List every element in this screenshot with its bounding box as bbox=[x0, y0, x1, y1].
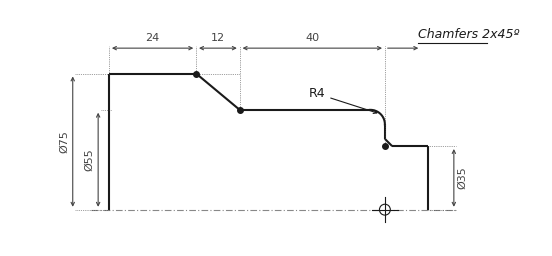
Text: 40: 40 bbox=[305, 33, 320, 43]
Text: 24: 24 bbox=[146, 33, 160, 43]
Text: Ø55: Ø55 bbox=[84, 148, 94, 171]
Text: Chamfers 2x45º: Chamfers 2x45º bbox=[417, 28, 519, 41]
Text: Ø35: Ø35 bbox=[458, 167, 468, 189]
Text: 12: 12 bbox=[211, 33, 225, 43]
Text: R4: R4 bbox=[309, 87, 377, 113]
Text: Ø75: Ø75 bbox=[59, 130, 69, 153]
Circle shape bbox=[379, 204, 390, 215]
